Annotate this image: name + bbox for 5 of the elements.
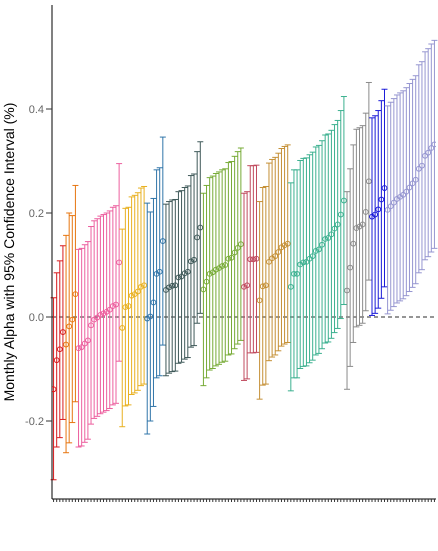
y-tick-label: 0.0 (28, 312, 44, 324)
y-tick-label: 0.2 (28, 208, 44, 220)
y-tick-label: 0.4 (28, 104, 44, 116)
y-axis-title: Monthly Alpha with 95% Confidence Interval (%) (0, 102, 17, 402)
y-tick-label: -0.2 (25, 416, 44, 428)
